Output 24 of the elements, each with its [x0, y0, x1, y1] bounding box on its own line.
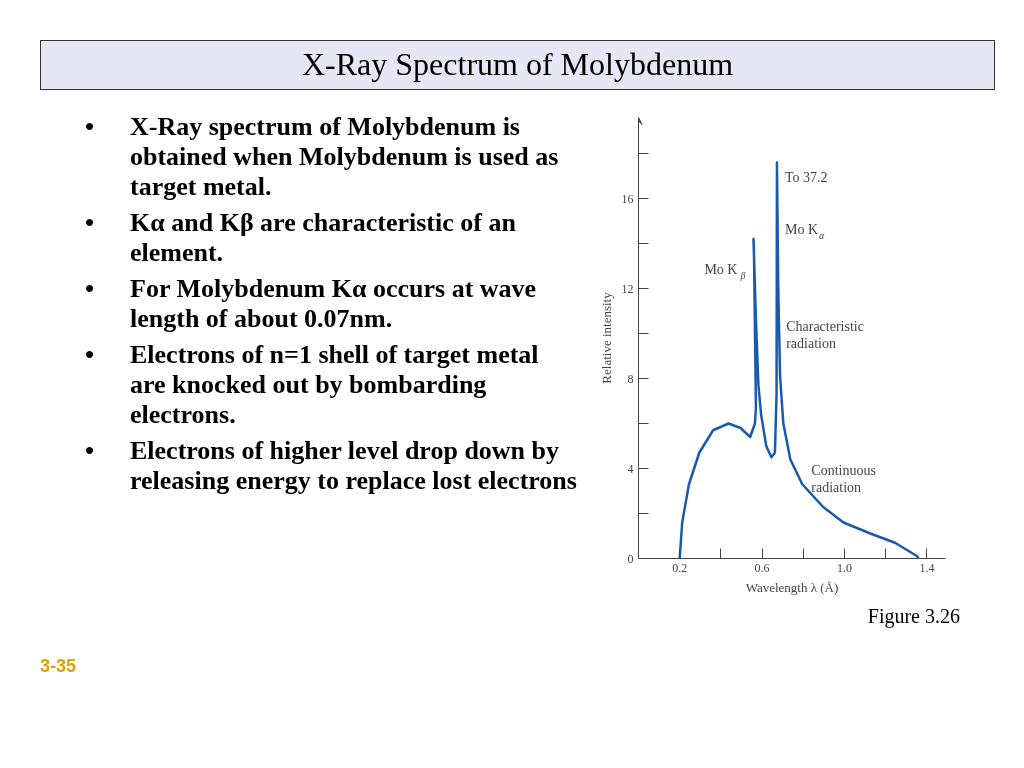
text: • Electrons of n=1 shell of target metal are knocked out by bombarding electrons. — [85, 340, 539, 429]
y-tick-label: 0 — [627, 551, 634, 566]
text: • Kα and Kβ are characteristic of an element. — [85, 208, 516, 267]
text: • For Molybdenum Kα occurs at wave length of about 0.07nm. — [85, 274, 537, 333]
text: • X-Ray spectrum of Molybdenum is obtained when Molybdenum is used as target metal. — [85, 112, 559, 201]
annotation: Continuous radiation — [811, 462, 876, 495]
text: • Electrons of higher level drop down by releasing energy to replace lost electrons — [85, 436, 577, 495]
x-tick-label: 1.4 — [919, 560, 935, 575]
text: 3-35 — [40, 655, 77, 678]
y-tick-label: 16 — [621, 191, 634, 206]
annotation: Characteristic radiation — [786, 318, 864, 351]
x-axis-title: Wavelength λ (Å) — [745, 579, 839, 595]
x-tick-label: 0.2 — [672, 560, 688, 575]
annotation: To 37.2 — [784, 170, 828, 185]
chart-title: X-Ray Spectrum of Molybdenum — [301, 45, 734, 84]
y-tick-label: 12 — [621, 281, 634, 296]
annotation: Mo Kβ — [704, 262, 746, 282]
x-tick-label: 1.0 — [837, 560, 853, 575]
line-series — [678, 161, 920, 559]
y-tick-label: 8 — [627, 371, 634, 386]
y-axis-title: Relative intensity — [598, 291, 614, 384]
caption: Figure 3.26 — [867, 604, 960, 630]
x-tick-label: 0.6 — [754, 560, 770, 575]
y-tick-label: 4 — [627, 461, 634, 476]
